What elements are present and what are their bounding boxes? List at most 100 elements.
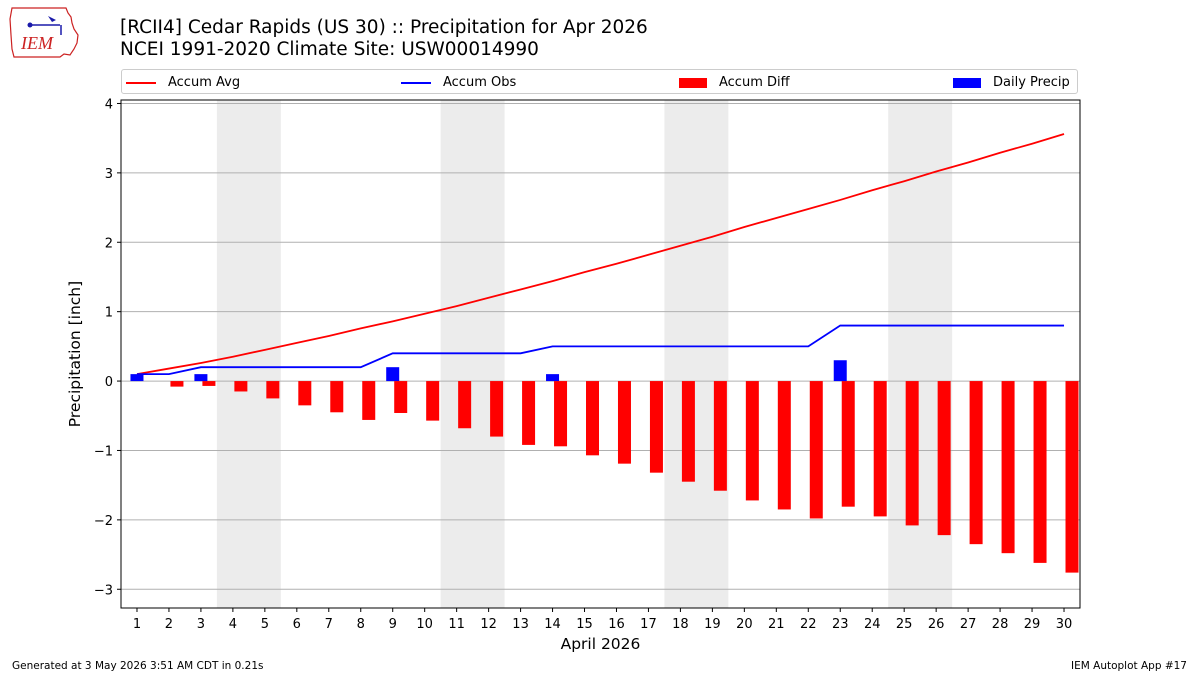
x-tick-label: 17 — [640, 617, 657, 632]
iem-logo: IEM — [9, 7, 79, 58]
accum-diff-bar-day-22 — [809, 381, 823, 519]
x-tick-label: 20 — [736, 617, 753, 632]
x-tick-label: 6 — [293, 617, 301, 632]
accum-diff-bar-day-4 — [234, 381, 248, 392]
x-tick-label: 4 — [229, 617, 237, 632]
footer-app-id: IEM Autoplot App #17 — [1071, 660, 1187, 672]
legend-swatch-accum-avg — [126, 81, 156, 84]
accum-diff-bar-day-14 — [554, 381, 568, 447]
x-tick-label: 5 — [261, 617, 269, 632]
legend-label-accum-diff: Accum Diff — [719, 75, 790, 90]
y-tick-label: −3 — [94, 583, 113, 598]
x-tick-label: 19 — [704, 617, 721, 632]
x-tick-label: 9 — [389, 617, 397, 632]
accum-diff-bar-day-23 — [841, 381, 855, 507]
accum-diff-bar-day-19 — [713, 381, 727, 491]
accum-diff-bar-day-16 — [617, 381, 631, 464]
weekend-band-2 — [440, 100, 505, 608]
y-tick-label: 1 — [105, 306, 113, 321]
accum-diff-bar-day-11 — [458, 381, 472, 429]
y-axis-label: Precipitation [inch] — [66, 281, 84, 427]
x-tick-label: 12 — [480, 617, 497, 632]
x-tick-label: 24 — [864, 617, 881, 632]
x-tick-label: 10 — [416, 617, 433, 632]
y-tick-label: 0 — [105, 375, 113, 390]
weekend-band-4 — [888, 100, 953, 608]
accum-avg-line — [136, 133, 1065, 376]
x-tick-label: 11 — [448, 617, 465, 632]
accum-diff-bar-day-12 — [490, 381, 504, 437]
footer-generated: Generated at 3 May 2026 3:51 AM CDT in 0… — [12, 660, 264, 672]
legend-swatch-daily-precip — [953, 77, 981, 88]
x-tick-label: 8 — [357, 617, 365, 632]
chart-subtitle: NCEI 1991-2020 Climate Site: USW00014990 — [120, 39, 539, 60]
accum-obs-line — [136, 324, 1065, 376]
x-tick-label: 22 — [800, 617, 817, 632]
accum-diff-bar-day-28 — [1001, 381, 1015, 554]
x-tick-label: 7 — [325, 617, 333, 632]
y-tick-label: 3 — [105, 167, 113, 182]
x-tick-label: 3 — [197, 617, 205, 632]
accum-diff-bar-day-3 — [202, 381, 216, 386]
daily-precip-bar-day-9 — [386, 367, 400, 382]
accum-diff-bar-day-26 — [937, 381, 951, 536]
legend-item-accum-obs: Accum Obs — [401, 70, 516, 95]
logo-text: IEM — [20, 33, 54, 53]
accum-diff-bar-day-18 — [681, 381, 695, 482]
accum-diff-bar-day-10 — [426, 381, 440, 421]
y-tick-label: 4 — [105, 97, 113, 112]
x-tick-label: 14 — [544, 617, 561, 632]
accum-diff-bar-day-30 — [1065, 381, 1079, 573]
chart-legend: Accum Avg Accum Obs Accum Diff Daily Pre… — [121, 69, 1078, 94]
accum-diff-bar-day-5 — [266, 381, 280, 399]
x-tick-label: 15 — [576, 617, 593, 632]
x-tick-label: 21 — [768, 617, 785, 632]
legend-swatch-accum-obs — [401, 81, 431, 84]
chart-title: [RCII4] Cedar Rapids (US 30) :: Precipit… — [120, 17, 648, 38]
plot-frame — [120, 99, 1081, 609]
daily-precip-bar-day-3 — [194, 374, 208, 382]
legend-item-daily-precip: Daily Precip — [953, 70, 1070, 95]
accum-diff-bar-day-29 — [1033, 381, 1047, 563]
daily-precip-bar-day-23 — [833, 360, 847, 382]
legend-label-accum-obs: Accum Obs — [443, 75, 517, 90]
x-tick-label: 25 — [896, 617, 913, 632]
accum-diff-bar-day-2 — [170, 381, 184, 387]
x-tick-label: 13 — [512, 617, 529, 632]
accum-diff-bar-day-8 — [362, 381, 376, 420]
accum-diff-bar-day-21 — [777, 381, 791, 510]
accum-diff-bar-day-9 — [394, 381, 408, 413]
daily-precip-bar-day-1 — [130, 374, 144, 382]
accum-diff-bar-day-7 — [330, 381, 344, 413]
daily-precip-bar-day-14 — [546, 374, 560, 382]
x-tick-label: 1 — [133, 617, 141, 632]
x-axis-label: April 2026 — [561, 635, 641, 653]
x-tick-label: 29 — [1024, 617, 1041, 632]
x-tick-label: 27 — [960, 617, 977, 632]
accum-diff-bar-day-17 — [649, 381, 663, 473]
y-tick-label: 2 — [105, 236, 113, 251]
x-tick-label: 16 — [608, 617, 625, 632]
legend-swatch-accum-diff — [679, 77, 707, 88]
accum-diff-bar-day-27 — [969, 381, 983, 545]
weekend-band-3 — [664, 100, 729, 608]
x-tick-label: 26 — [928, 617, 945, 632]
legend-item-accum-diff: Accum Diff — [679, 70, 790, 95]
accum-diff-bar-day-20 — [745, 381, 759, 501]
accum-diff-bar-day-6 — [298, 381, 312, 406]
y-tick-label: −2 — [94, 514, 113, 529]
accum-diff-bar-day-13 — [522, 381, 536, 445]
accum-diff-bar-day-25 — [905, 381, 919, 526]
legend-item-accum-avg: Accum Avg — [126, 70, 240, 95]
accum-diff-bar-day-15 — [586, 381, 600, 456]
legend-label-accum-avg: Accum Avg — [168, 75, 241, 90]
x-tick-label: 2 — [165, 617, 173, 632]
y-tick-label: −1 — [94, 444, 113, 459]
x-tick-label: 23 — [832, 617, 849, 632]
x-tick-label: 28 — [992, 617, 1009, 632]
accum-diff-bar-day-24 — [873, 381, 887, 517]
x-tick-label: 30 — [1056, 617, 1073, 632]
x-tick-label: 18 — [672, 617, 689, 632]
legend-label-daily-precip: Daily Precip — [993, 75, 1070, 90]
